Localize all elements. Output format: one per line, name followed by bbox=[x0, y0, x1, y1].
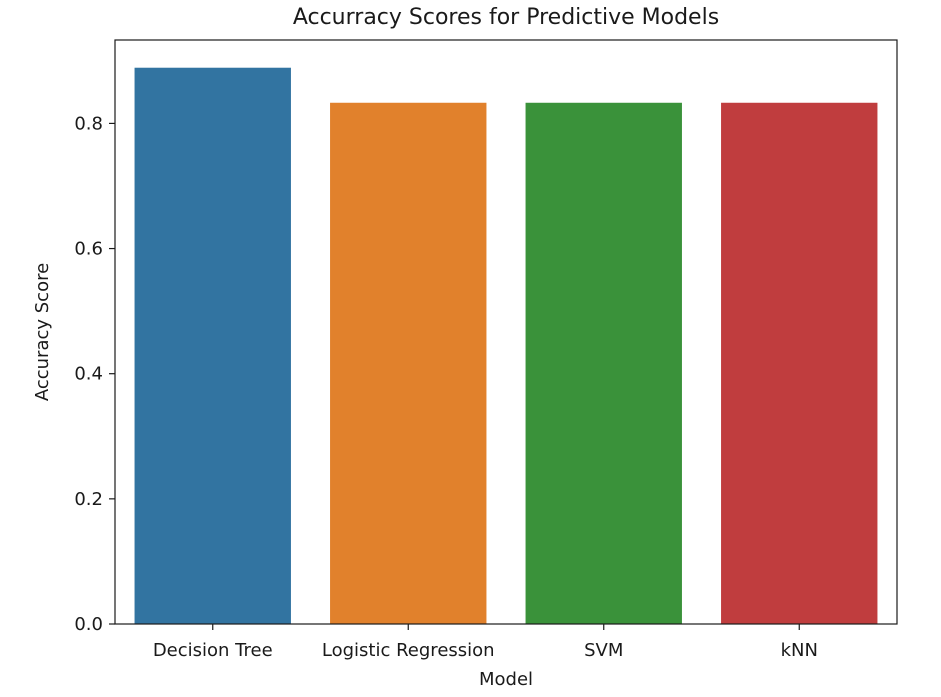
bars-group bbox=[134, 67, 878, 625]
y-axis-label: Accuracy Score bbox=[32, 263, 53, 401]
x-tick-label: Decision Tree bbox=[153, 640, 273, 661]
bar-logistic-regression bbox=[330, 102, 487, 625]
y-axis-ticks: 0.0 0.2 0.4 0.6 0.8 bbox=[74, 113, 115, 635]
bar-decision-tree bbox=[134, 67, 291, 624]
x-tick-label: SVM bbox=[584, 640, 623, 661]
x-axis-ticks: Decision Tree Logistic Regression SVM kNN bbox=[153, 624, 818, 661]
y-tick-label: 0.2 bbox=[74, 489, 103, 510]
y-tick-label: 0.6 bbox=[74, 239, 103, 260]
y-tick-label: 0.0 bbox=[74, 614, 103, 635]
chart-title: Accurracy Scores for Predictive Models bbox=[293, 5, 719, 30]
x-axis-label: Model bbox=[479, 669, 533, 690]
x-tick-label: kNN bbox=[781, 640, 818, 661]
y-tick-label: 0.8 bbox=[74, 113, 103, 134]
x-tick-label: Logistic Regression bbox=[322, 640, 495, 661]
plot-frame bbox=[114, 39, 898, 625]
y-tick-label: 0.4 bbox=[74, 364, 103, 385]
bar-knn bbox=[721, 102, 878, 625]
bar-svm bbox=[525, 102, 682, 625]
